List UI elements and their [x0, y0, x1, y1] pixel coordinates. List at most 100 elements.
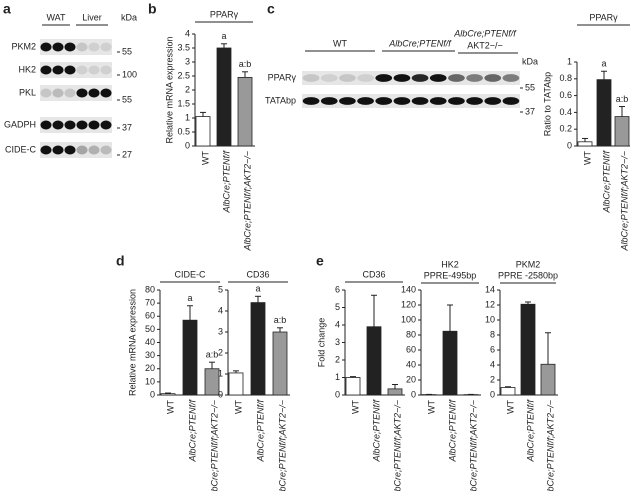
y-tick-label: 140 — [401, 284, 416, 294]
y-tick-label: 0.2 — [559, 124, 572, 134]
blot-band — [357, 74, 374, 82]
y-tick-label: 20 — [406, 374, 416, 384]
blot-band — [40, 88, 52, 98]
y-tick-label: 5 — [218, 284, 223, 294]
y-tick-label: 2 — [218, 347, 223, 357]
y-tick-label: 14 — [485, 284, 495, 294]
blot-band — [76, 145, 88, 155]
x-tick-label: AlbCre;PTENf/f — [371, 399, 381, 463]
bar — [442, 330, 458, 396]
blot-row-label: CIDE-C — [5, 144, 36, 154]
x-tick-label: AlbCre;PTENf/f;AKT2−/− — [209, 400, 219, 491]
x-tick-label: AlbCre;PTENf/f — [601, 150, 611, 214]
x-tick-label: WT — [426, 400, 436, 414]
y-tick-label: 30 — [145, 350, 155, 360]
bar — [182, 319, 198, 396]
blot-band — [88, 120, 100, 130]
blot-band — [88, 65, 100, 75]
y-tick-label: 4 — [185, 28, 190, 38]
blot-band — [393, 97, 411, 105]
y-tick-label: 120 — [401, 299, 416, 309]
chart-title: CIDE-C — [175, 269, 206, 279]
bar — [614, 116, 630, 147]
y-tick-label: 0 — [567, 140, 572, 150]
y-tick-label: 8 — [490, 329, 495, 339]
blot-band — [448, 74, 465, 82]
bar — [596, 79, 612, 147]
blot-band — [76, 120, 88, 130]
y-tick-label: 0 — [150, 389, 155, 399]
marker-label: 37 — [525, 106, 535, 116]
x-tick-label: WT — [582, 151, 592, 165]
blot-header: AlbCre;PTENf/f — [453, 28, 517, 38]
blot-row-label: PKL — [19, 87, 36, 97]
blot-band — [100, 145, 112, 155]
blot-band — [393, 74, 411, 82]
y-tick-label: 70 — [145, 298, 155, 308]
y-tick-label: 0.6 — [559, 90, 572, 100]
chart-subtitle: PPRE -2580bp — [498, 270, 558, 280]
blot-band — [466, 74, 483, 82]
blot-header: AlbCre;PTENf/f — [388, 38, 452, 48]
y-tick-label: 4 — [218, 305, 223, 315]
blot-row-label: TATAbp — [265, 95, 296, 105]
bar — [228, 372, 244, 396]
blot-band — [52, 42, 64, 52]
bar — [272, 331, 288, 396]
y-tick-label: 60 — [406, 344, 416, 354]
blot-band — [88, 88, 100, 98]
blot-band — [429, 74, 447, 82]
y-tick-label: 2.5 — [177, 70, 190, 80]
blot-band — [40, 145, 52, 155]
blot-header: WAT — [47, 12, 66, 22]
x-tick-label: AlbCre;PTENf/f;AKT2−/− — [619, 151, 629, 252]
y-tick-label: 40 — [406, 359, 416, 369]
blot-band — [52, 65, 64, 75]
bar — [345, 377, 361, 396]
x-tick-label: AlbCre;PTENf/f — [255, 399, 265, 463]
blot-band — [302, 97, 320, 105]
y-tick-label: 0 — [218, 389, 223, 399]
chart-subtitle: PPRE-495bp — [424, 270, 477, 280]
x-tick-label: WT — [200, 151, 210, 165]
blot-band — [339, 97, 356, 105]
x-tick-label: AlbCre;PTENf/f;AKT2−/− — [545, 400, 555, 491]
blot-band — [40, 65, 52, 75]
blot-band — [375, 97, 393, 105]
blot-band — [76, 65, 88, 75]
blot-band — [100, 120, 112, 130]
x-tick-label: WT — [233, 400, 243, 414]
panel-letter: d — [116, 253, 125, 269]
chart-title: PPARγ — [210, 9, 239, 19]
bar — [195, 116, 211, 147]
blot-band — [88, 42, 100, 52]
panel-letter: b — [148, 1, 157, 17]
blot-band — [64, 120, 76, 130]
blot-band — [64, 65, 76, 75]
blot-band — [357, 97, 374, 105]
y-tick-label: 2 — [335, 354, 340, 364]
blot-band — [76, 88, 88, 98]
y-tick-label: 0 — [335, 389, 340, 399]
bar-label: a:b — [616, 94, 629, 104]
blot-band — [484, 74, 502, 82]
blot-band — [320, 97, 338, 105]
y-axis-label: Relative mRNA expression — [127, 289, 137, 396]
y-tick-label: 100 — [401, 314, 416, 324]
y-tick-label: 3.5 — [177, 42, 190, 52]
blot-band — [339, 74, 356, 82]
blot-band — [64, 88, 76, 98]
bar — [366, 326, 382, 396]
y-tick-label: 1.5 — [177, 98, 190, 108]
bar-label: a — [255, 284, 260, 294]
blot-band — [302, 74, 320, 82]
blot-header: WT — [333, 38, 347, 48]
blot-band — [40, 120, 52, 130]
blot-unit: kDa — [522, 56, 538, 66]
bar — [577, 141, 593, 147]
bar — [540, 363, 556, 396]
blot-row-label: PPARγ — [268, 72, 297, 82]
blot-band — [484, 97, 502, 105]
bar-label: a — [187, 293, 192, 303]
y-tick-label: 5 — [335, 302, 340, 312]
